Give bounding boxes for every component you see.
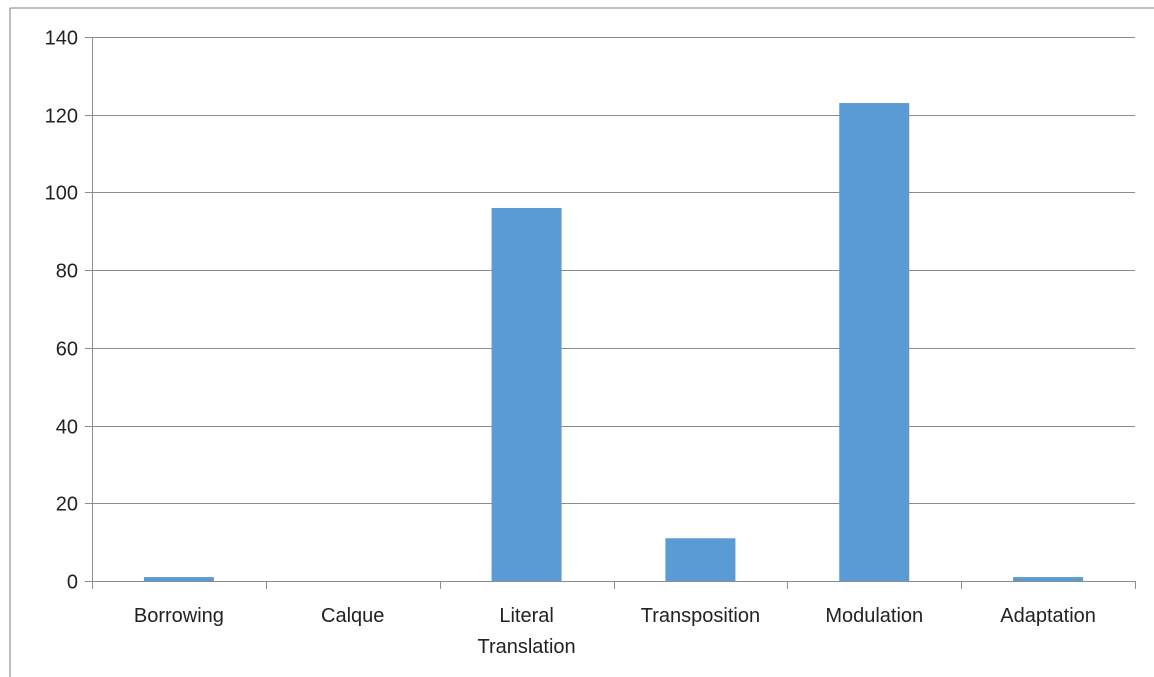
y-tick-label: 40 [56, 417, 78, 439]
x-category-label-line: Translation [477, 636, 575, 658]
y-tick-label: 80 [56, 261, 78, 283]
bar [665, 538, 736, 581]
y-tick-label: 120 [45, 106, 78, 128]
x-axis [92, 37, 1136, 589]
x-category-label: Adaptation [1000, 605, 1096, 627]
x-category-label-line: Adaptation [1000, 605, 1096, 627]
x-category-label: Transposition [641, 605, 760, 627]
x-category-label: Modulation [825, 605, 923, 627]
y-tick-label: 140 [45, 28, 78, 50]
x-axis-category-labels: Borrowing Calque Literal Translation Transpo… [134, 605, 1096, 658]
x-category-label-line: Calque [321, 605, 384, 627]
y-tick-label: 0 [67, 572, 78, 594]
bar [491, 207, 562, 581]
x-category-label: Borrowing [134, 605, 224, 627]
bar [143, 577, 214, 581]
x-category-label-line: Borrowing [134, 605, 224, 627]
y-tick-label: 100 [45, 183, 78, 205]
x-category-label-line: Transposition [641, 605, 760, 627]
x-category-label: Literal Translation [477, 605, 575, 658]
y-axis-tick-labels: 0 20 40 60 80 100 120 140 [45, 28, 78, 594]
gridlines [85, 37, 1135, 582]
bar [839, 103, 910, 582]
y-tick-label: 20 [56, 494, 78, 516]
x-category-label-line: Modulation [825, 605, 923, 627]
bar [1013, 577, 1084, 581]
x-category-label: Calque [321, 605, 384, 627]
bars [143, 103, 1084, 582]
x-category-label-line: Literal [499, 605, 553, 627]
y-tick-label: 60 [56, 339, 78, 361]
